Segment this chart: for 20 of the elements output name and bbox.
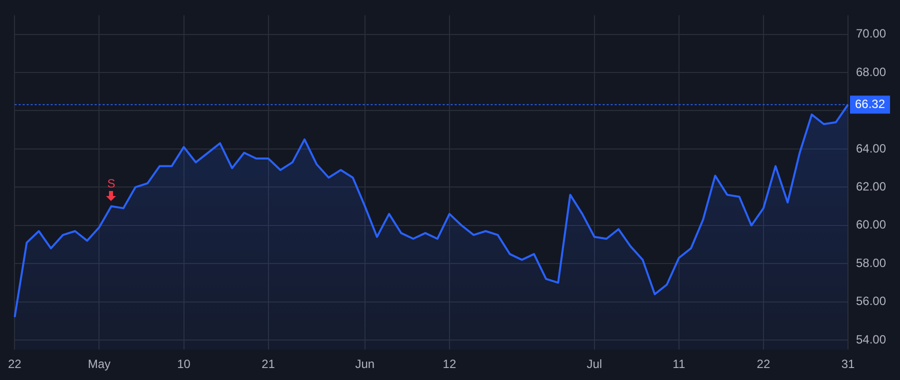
y-tick-label: 56.00 bbox=[856, 294, 886, 308]
x-tick-label: 31 bbox=[841, 357, 855, 372]
x-tick-label: 22 bbox=[756, 357, 770, 372]
x-tick-label: 22 bbox=[8, 357, 22, 372]
y-tick-label: 64.00 bbox=[856, 141, 886, 156]
x-tick-label: May bbox=[88, 357, 111, 372]
y-tick-label: 62.00 bbox=[856, 179, 886, 194]
x-tick-label: Jul bbox=[586, 357, 602, 372]
annotation: S bbox=[107, 176, 116, 191]
x-tick-label: 21 bbox=[262, 357, 276, 372]
y-tick-label: 70.00 bbox=[856, 26, 886, 41]
y-tick-label: 68.00 bbox=[856, 64, 886, 79]
x-tick-label: 10 bbox=[177, 357, 191, 372]
x-tick-label: 12 bbox=[442, 357, 456, 372]
x-tick-label: Jun bbox=[355, 357, 375, 372]
y-tick-label: 60.00 bbox=[856, 218, 886, 232]
x-tick-label: 11 bbox=[672, 357, 686, 372]
y-tick-label: 58.00 bbox=[856, 256, 886, 270]
y-tick-label: 54.00 bbox=[856, 332, 886, 346]
ref-line-label: 66.32 bbox=[855, 96, 886, 111]
